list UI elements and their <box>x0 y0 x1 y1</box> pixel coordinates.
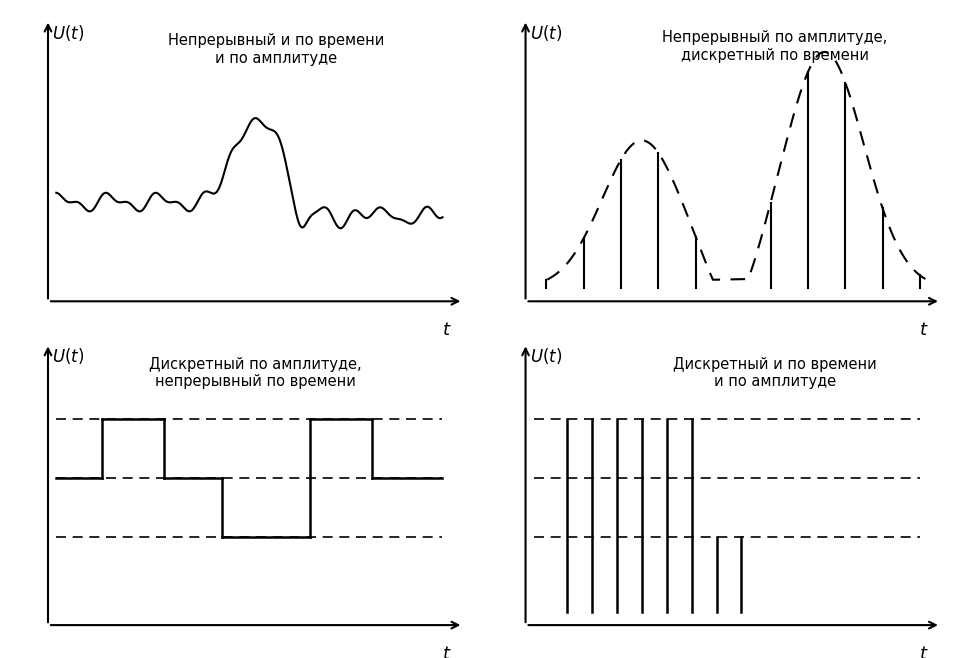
Text: $t$: $t$ <box>442 321 451 339</box>
Text: $U(t)$: $U(t)$ <box>530 346 562 367</box>
Text: $U(t)$: $U(t)$ <box>52 346 84 367</box>
Text: $t$: $t$ <box>920 645 929 658</box>
Text: $t$: $t$ <box>442 645 451 658</box>
Text: Дискретный по амплитуде,
непрерывный по времени: Дискретный по амплитуде, непрерывный по … <box>150 357 362 390</box>
Text: $U(t)$: $U(t)$ <box>52 22 84 43</box>
Text: Непрерывный и по времени
и по амплитуде: Непрерывный и по времени и по амплитуде <box>168 33 385 66</box>
Text: Непрерывный по амплитуде,
дискретный по времени: Непрерывный по амплитуде, дискретный по … <box>662 30 887 63</box>
Text: $U(t)$: $U(t)$ <box>530 22 562 43</box>
Text: $t$: $t$ <box>920 321 929 339</box>
Text: Дискретный и по времени
и по амплитуде: Дискретный и по времени и по амплитуде <box>673 357 876 390</box>
